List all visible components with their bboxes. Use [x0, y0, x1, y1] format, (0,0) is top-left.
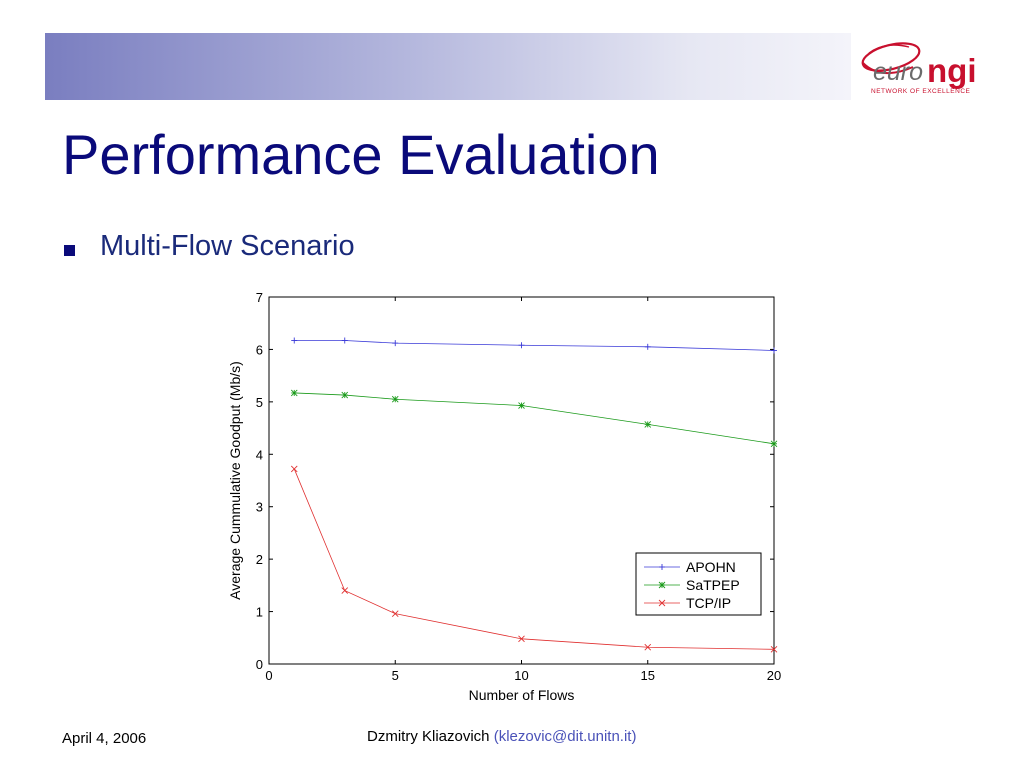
- legend-label-apohn: APOHN: [686, 559, 736, 575]
- data-point-tcp-ip: [644, 643, 652, 651]
- data-point-tcp-ip: [290, 465, 298, 473]
- data-point-tcp-ip: [391, 610, 399, 617]
- x-tick-label: 5: [392, 668, 399, 683]
- y-tick-label: 7: [256, 290, 263, 305]
- data-point-satpep: [518, 402, 525, 409]
- page-title: Performance Evaluation: [62, 123, 660, 186]
- x-tick-label: 15: [641, 668, 655, 683]
- data-point-satpep: [644, 421, 652, 428]
- eurongi-logo: euro ngi NETWORK OF EXCELLENCE: [851, 33, 1009, 100]
- legend-marker-satpep: [658, 581, 666, 589]
- data-point-tcp-ip: [518, 635, 525, 643]
- y-tick-label: 6: [256, 342, 263, 357]
- data-point-satpep: [770, 440, 778, 448]
- series-line-satpep: [294, 392, 775, 445]
- data-point-satpep: [290, 389, 298, 397]
- x-tick-label: 20: [767, 668, 781, 683]
- data-point-apohn: [518, 342, 525, 349]
- data-point-tcp-ip: [770, 646, 778, 653]
- legend-marker-tcp-ip: [658, 599, 666, 607]
- series-group: [290, 337, 778, 653]
- svg-text:euro: euro: [873, 58, 923, 86]
- legend-marker-apohn: [659, 564, 665, 570]
- footer-date: April 4, 2006: [62, 730, 147, 747]
- x-tick-label: 0: [265, 668, 272, 683]
- legend-label-satpep: SaTPEP: [686, 577, 740, 593]
- y-tick-label: 4: [256, 447, 263, 462]
- data-point-apohn: [291, 337, 298, 344]
- legend-label-tcp-ip: TCP/IP: [686, 595, 731, 611]
- logo-graphic: euro ngi NETWORK OF EXCELLENCE: [861, 42, 976, 95]
- chart-legend: APOHN SaTPEP TCP/IP: [635, 552, 762, 616]
- y-tick-label: 0: [256, 657, 263, 672]
- data-point-satpep: [341, 391, 349, 399]
- goodput-chart: 0 5 10 15 20 0 1 2 3 4 5 6 7 Number of Flows Average…: [227, 290, 781, 703]
- x-tick-label: 10: [514, 668, 528, 683]
- y-tick-label: 2: [256, 552, 263, 567]
- y-tick-label: 5: [256, 395, 263, 410]
- footer-author: Dzmitry Kliazovich: [367, 728, 490, 745]
- data-point-apohn: [771, 347, 777, 354]
- bullet-text: Multi-Flow Scenario: [100, 230, 355, 262]
- series-line-apohn: [294, 340, 775, 351]
- footer-author-line: Dzmitry Kliazovich (klezovic@dit.unitn.i…: [367, 728, 636, 745]
- data-point-apohn: [392, 340, 399, 347]
- x-axis-label: Number of Flows: [469, 687, 575, 703]
- chart-container: 0 5 10 15 20 0 1 2 3 4 5 6 7 Number of Flows Average…: [225, 282, 795, 712]
- legend-box: [635, 552, 762, 616]
- axis-ticks: 0 5 10 15 20 0 1 2 3 4 5 6 7: [256, 290, 781, 683]
- svg-text:ngi: ngi: [927, 52, 976, 89]
- series-line-tcp-ip: [293, 468, 775, 650]
- footer-email-link[interactable]: (klezovic@dit.unitn.it): [493, 728, 637, 745]
- data-point-tcp-ip: [341, 587, 349, 594]
- y-tick-label: 1: [256, 605, 263, 620]
- y-axis-label: Average Cummulative Goodput (Mb/s): [227, 361, 243, 600]
- bullet-square-icon: [64, 245, 75, 256]
- svg-text:NETWORK OF EXCELLENCE: NETWORK OF EXCELLENCE: [871, 88, 971, 95]
- data-point-satpep: [391, 395, 399, 403]
- y-tick-label: 3: [256, 500, 263, 515]
- data-point-apohn: [341, 337, 348, 344]
- header-band: [45, 33, 851, 100]
- data-point-apohn: [644, 343, 651, 350]
